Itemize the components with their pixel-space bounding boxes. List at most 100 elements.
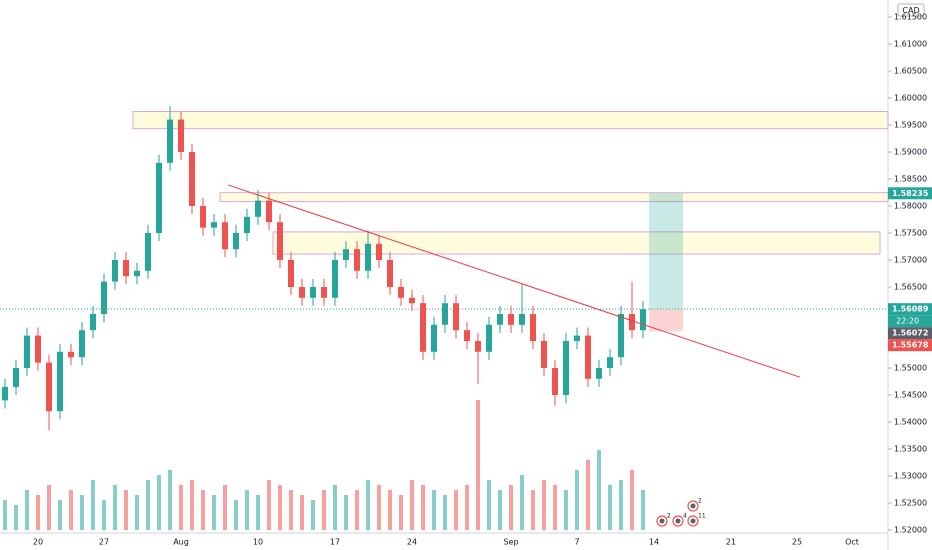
price-label: 1.56072 xyxy=(892,329,928,338)
x-tick-label: 17 xyxy=(330,538,340,547)
volume-bar xyxy=(355,490,359,530)
zone xyxy=(132,111,889,130)
volume-bar xyxy=(267,480,271,530)
volume-bar xyxy=(410,480,414,530)
volume-bar xyxy=(465,485,469,530)
y-tick-label: 1.60500 xyxy=(894,67,927,76)
volume-bar xyxy=(256,495,260,530)
candle-body xyxy=(563,340,569,395)
candle-body xyxy=(508,313,514,325)
candle-body xyxy=(145,232,151,271)
x-tick-label: 20 xyxy=(33,538,43,547)
volume-bar xyxy=(278,485,282,530)
volume-bar xyxy=(432,490,436,530)
candle-body xyxy=(629,313,635,331)
price-label-bg xyxy=(888,327,932,340)
price-label: 1.58235 xyxy=(892,189,929,198)
candle-body xyxy=(2,386,8,401)
candle-body xyxy=(211,222,217,228)
volume-bar xyxy=(80,495,84,530)
event-icon-inner xyxy=(659,518,665,524)
candle-body xyxy=(13,367,19,387)
candle-body xyxy=(112,259,118,282)
volume-bar xyxy=(564,490,568,530)
candle-body xyxy=(332,259,338,298)
volume-bar xyxy=(630,470,634,530)
volume-bar xyxy=(36,495,40,530)
volume-bar xyxy=(47,485,51,530)
candle-body xyxy=(541,340,547,368)
candle-body xyxy=(640,309,646,331)
candle-body xyxy=(354,249,360,271)
candle-body xyxy=(200,205,206,228)
event-count: 2 xyxy=(698,498,702,505)
zone xyxy=(272,231,881,255)
candle-body xyxy=(156,162,162,233)
volume-bar xyxy=(454,490,458,530)
volume-bar xyxy=(245,490,249,530)
candle-body xyxy=(35,335,41,363)
candle-body xyxy=(101,281,107,314)
volume-bar xyxy=(300,495,304,530)
candle-body xyxy=(453,303,459,331)
candle-body xyxy=(464,330,470,341)
candle-body xyxy=(134,270,140,277)
candle-body xyxy=(365,243,371,271)
volume-bar xyxy=(399,495,403,530)
profit-zone xyxy=(649,193,683,310)
volume-bar xyxy=(223,485,227,530)
volume-bar xyxy=(388,490,392,530)
volume-bar xyxy=(135,495,139,530)
volume-bar xyxy=(212,495,216,530)
volume-bar xyxy=(179,485,183,530)
x-tick-label: Aug xyxy=(173,538,189,547)
currency: CAD xyxy=(902,6,919,15)
candle-body xyxy=(277,222,283,260)
volume-bar xyxy=(25,490,29,530)
candle-body xyxy=(431,324,437,352)
price-label-bg xyxy=(888,303,932,316)
volume-bar xyxy=(168,470,172,530)
volume-bar xyxy=(476,400,480,530)
price-label: 1.55678 xyxy=(892,341,929,350)
candle-body xyxy=(530,313,536,341)
candle-body xyxy=(68,351,74,358)
countdown: 22:20 xyxy=(896,317,919,326)
volume-bar xyxy=(498,490,502,530)
candle-body xyxy=(167,119,173,163)
candle-body xyxy=(398,286,404,298)
volume-bar xyxy=(311,500,315,530)
y-tick-label: 1.57000 xyxy=(894,255,927,264)
price-label-bg xyxy=(888,187,932,200)
candle-body xyxy=(376,243,382,260)
y-tick-label: 1.52500 xyxy=(894,498,927,507)
candle-body xyxy=(486,324,492,352)
volume-bar xyxy=(641,490,645,530)
event-count: 2 xyxy=(667,513,671,520)
x-tick-label: 24 xyxy=(407,538,417,547)
y-tick-label: 1.58500 xyxy=(894,174,927,183)
event-count: 4 xyxy=(683,513,687,520)
candle-body xyxy=(123,259,129,277)
volume-bar xyxy=(553,485,557,530)
candle-body xyxy=(189,152,195,206)
candle-body xyxy=(596,367,602,379)
volume-bar xyxy=(586,460,590,530)
y-tick-label: 1.57500 xyxy=(894,228,927,237)
candle-body xyxy=(552,367,558,395)
volume-bar xyxy=(234,500,238,530)
volume-bar xyxy=(619,480,623,530)
candle-body xyxy=(607,357,613,368)
price-label-bg xyxy=(888,339,932,352)
candle-body xyxy=(442,303,448,325)
volume-bar xyxy=(608,485,612,530)
volume-bar xyxy=(421,485,425,530)
volume-bar xyxy=(531,490,535,530)
candle-body xyxy=(310,286,316,298)
countdown-bg xyxy=(888,315,932,328)
candle-body xyxy=(387,259,393,287)
y-tick-label: 1.54500 xyxy=(894,390,927,399)
currency-badge[interactable] xyxy=(897,3,925,17)
